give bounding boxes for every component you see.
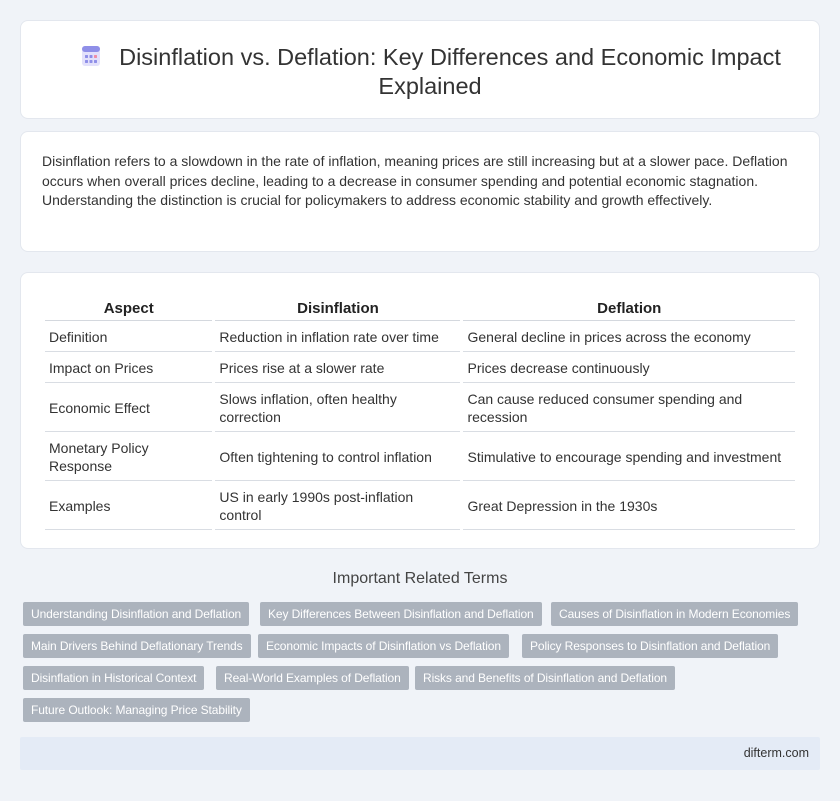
table-header-row: Aspect Disinflation Deflation: [45, 297, 795, 321]
related-tag[interactable]: Economic Impacts of Disinflation vs Defl…: [258, 634, 509, 658]
comparison-table: Aspect Disinflation Deflation Definition…: [42, 295, 798, 532]
cell-deflation: Stimulative to encourage spending and in…: [463, 434, 795, 481]
cell-deflation: Great Depression in the 1930s: [463, 483, 795, 530]
page-title-text: Disinflation vs. Deflation: Key Differen…: [119, 44, 781, 99]
cell-disinflation: Often tightening to control inflation: [215, 434, 461, 481]
related-tag[interactable]: Key Differences Between Disinflation and…: [260, 602, 542, 626]
table-row: Impact on Prices Prices rise at a slower…: [45, 354, 795, 383]
intro-text: Disinflation refers to a slowdown in the…: [42, 153, 788, 208]
footer-site[interactable]: difterm.com: [743, 746, 809, 760]
table-row: Monetary Policy Response Often tightenin…: [45, 434, 795, 481]
header-card: Disinflation vs. Deflation: Key Differen…: [20, 20, 820, 119]
cell-aspect: Definition: [45, 323, 213, 352]
title-wrap: Disinflation vs. Deflation: Key Differen…: [61, 43, 799, 101]
related-tag[interactable]: Policy Responses to Disinflation and Def…: [522, 634, 779, 658]
cell-disinflation: US in early 1990s post-inflation control: [215, 483, 461, 530]
comparison-table-card: Aspect Disinflation Deflation Definition…: [20, 272, 820, 549]
cell-disinflation: Reduction in inflation rate over time: [215, 323, 461, 352]
related-terms-title: Important Related Terms: [332, 570, 508, 587]
related-tag[interactable]: Causes of Disinflation in Modern Economi…: [551, 602, 799, 626]
related-tag[interactable]: Main Drivers Behind Deflationary Trends: [23, 634, 251, 658]
related-tag[interactable]: Risks and Benefits of Disinflation and D…: [415, 666, 676, 690]
document-icon: [82, 46, 101, 66]
header-disinflation: Disinflation: [215, 297, 461, 321]
footer: difterm.com: [20, 737, 820, 770]
table-row: Economic Effect Slows inflation, often h…: [45, 385, 795, 432]
cell-aspect: Examples: [45, 483, 213, 530]
related-tag[interactable]: Understanding Disinflation and Deflation: [23, 602, 250, 626]
cell-disinflation: Prices rise at a slower rate: [215, 354, 461, 383]
cell-deflation: General decline in prices across the eco…: [463, 323, 795, 352]
table-row: Definition Reduction in inflation rate o…: [45, 323, 795, 352]
cell-aspect: Impact on Prices: [45, 354, 213, 383]
cell-disinflation: Slows inflation, often healthy correctio…: [215, 385, 461, 432]
header-aspect: Aspect: [45, 297, 213, 321]
cell-deflation: Can cause reduced consumer spending and …: [463, 385, 795, 432]
related-tag[interactable]: Real-World Examples of Deflation: [216, 666, 409, 690]
cell-deflation: Prices decrease continuously: [463, 354, 795, 383]
header-deflation: Deflation: [463, 297, 795, 321]
related-tag[interactable]: Future Outlook: Managing Price Stability: [23, 698, 250, 722]
related-tag[interactable]: Disinflation in Historical Context: [23, 666, 205, 690]
page-title: Disinflation vs. Deflation: Key Differen…: [61, 43, 799, 101]
cell-aspect: Monetary Policy Response: [45, 434, 213, 481]
intro-card: Disinflation refers to a slowdown in the…: [20, 131, 820, 252]
cell-aspect: Economic Effect: [45, 385, 213, 432]
table-row: Examples US in early 1990s post-inflatio…: [45, 483, 795, 530]
